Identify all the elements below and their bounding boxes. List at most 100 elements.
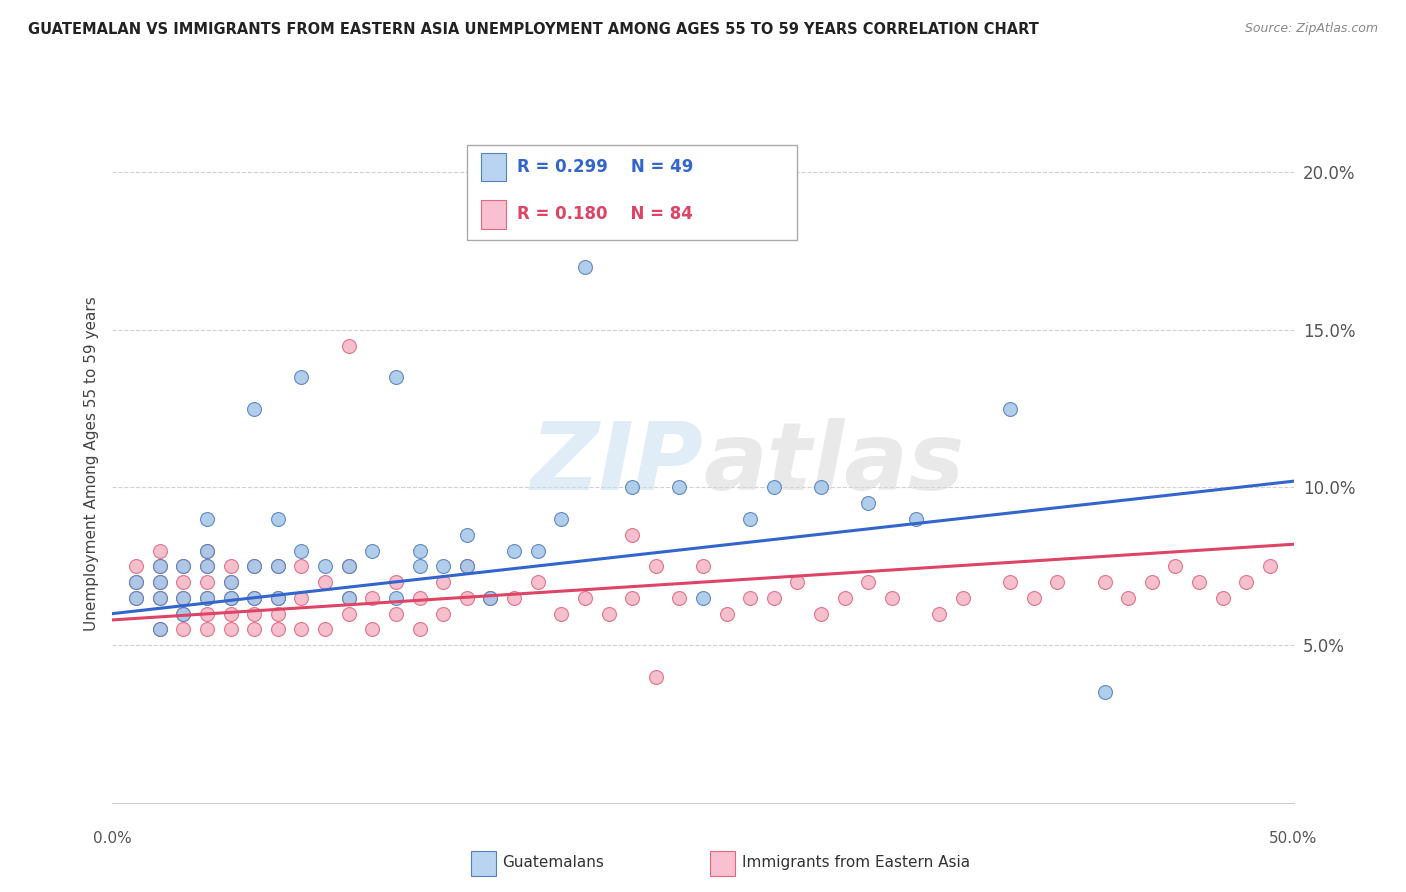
Point	[337, 591, 360, 605]
Point	[408, 591, 430, 605]
Point	[952, 591, 974, 605]
Text: Guatemalans: Guatemalans	[502, 855, 603, 870]
Point	[172, 623, 194, 637]
Point	[1094, 685, 1116, 699]
Point	[337, 559, 360, 574]
Point	[149, 559, 172, 574]
Point	[290, 623, 312, 637]
Point	[267, 591, 290, 605]
Point	[550, 607, 572, 621]
Point	[195, 559, 218, 574]
Point	[810, 607, 832, 621]
Point	[1094, 575, 1116, 590]
Point	[195, 591, 218, 605]
Point	[337, 591, 360, 605]
Point	[219, 591, 242, 605]
Point	[598, 607, 620, 621]
Point	[834, 591, 856, 605]
Point	[219, 559, 242, 574]
Point	[408, 543, 430, 558]
Point	[408, 623, 430, 637]
Point	[219, 591, 242, 605]
Point	[526, 575, 548, 590]
Point	[290, 543, 312, 558]
Point	[267, 559, 290, 574]
Point	[432, 575, 454, 590]
Point	[1212, 591, 1234, 605]
Point	[858, 575, 880, 590]
Point	[928, 607, 950, 621]
Point	[314, 559, 336, 574]
Point	[786, 575, 808, 590]
Point	[149, 543, 172, 558]
Point	[149, 575, 172, 590]
Point	[668, 481, 690, 495]
Point	[172, 591, 194, 605]
Point	[125, 591, 148, 605]
Point	[243, 401, 266, 416]
Point	[267, 559, 290, 574]
Text: 50.0%: 50.0%	[1270, 831, 1317, 846]
Text: Immigrants from Eastern Asia: Immigrants from Eastern Asia	[742, 855, 970, 870]
Point	[1234, 575, 1257, 590]
Point	[503, 591, 526, 605]
Point	[172, 607, 194, 621]
Point	[432, 607, 454, 621]
Point	[243, 559, 266, 574]
Point	[692, 591, 714, 605]
Point	[172, 559, 194, 574]
Point	[740, 512, 762, 526]
Point	[267, 623, 290, 637]
Point	[195, 543, 218, 558]
Point	[314, 623, 336, 637]
Point	[385, 607, 408, 621]
Point	[503, 543, 526, 558]
Point	[149, 559, 172, 574]
Point	[1116, 591, 1139, 605]
Point	[125, 575, 148, 590]
Point	[172, 591, 194, 605]
Text: atlas: atlas	[703, 417, 965, 510]
Point	[998, 575, 1021, 590]
Point	[621, 528, 644, 542]
Point	[149, 591, 172, 605]
Point	[479, 591, 502, 605]
Point	[385, 575, 408, 590]
Point	[550, 512, 572, 526]
Point	[574, 591, 596, 605]
Point	[762, 591, 785, 605]
Point	[1046, 575, 1069, 590]
Point	[149, 623, 172, 637]
Point	[574, 260, 596, 274]
Point	[385, 370, 408, 384]
Point	[243, 591, 266, 605]
Point	[1022, 591, 1045, 605]
Text: 0.0%: 0.0%	[93, 831, 132, 846]
Point	[479, 591, 502, 605]
Point	[1188, 575, 1211, 590]
Point	[456, 591, 478, 605]
Point	[361, 543, 384, 558]
Point	[219, 575, 242, 590]
Point	[644, 559, 666, 574]
Point	[810, 481, 832, 495]
Point	[1164, 559, 1187, 574]
Point	[267, 591, 290, 605]
Point	[243, 559, 266, 574]
Point	[195, 591, 218, 605]
Point	[149, 623, 172, 637]
Point	[267, 607, 290, 621]
Point	[880, 591, 903, 605]
Point	[385, 591, 408, 605]
Point	[195, 543, 218, 558]
Point	[290, 370, 312, 384]
Point	[1258, 559, 1281, 574]
Point	[998, 401, 1021, 416]
Point	[149, 575, 172, 590]
Point	[904, 512, 927, 526]
Point	[172, 607, 194, 621]
Point	[290, 559, 312, 574]
Point	[361, 591, 384, 605]
Point	[314, 575, 336, 590]
Point	[337, 338, 360, 352]
